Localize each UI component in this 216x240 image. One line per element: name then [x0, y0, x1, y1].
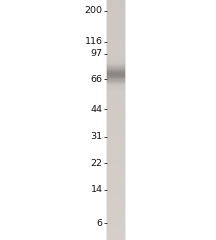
- Text: 31: 31: [91, 132, 103, 141]
- Text: 66: 66: [91, 75, 103, 84]
- Text: 14: 14: [91, 185, 103, 194]
- Text: 200: 200: [85, 6, 103, 15]
- Text: 116: 116: [85, 37, 103, 47]
- Text: 6: 6: [97, 219, 103, 228]
- Text: 44: 44: [91, 105, 103, 114]
- Text: 97: 97: [91, 49, 103, 59]
- Text: 22: 22: [91, 159, 103, 168]
